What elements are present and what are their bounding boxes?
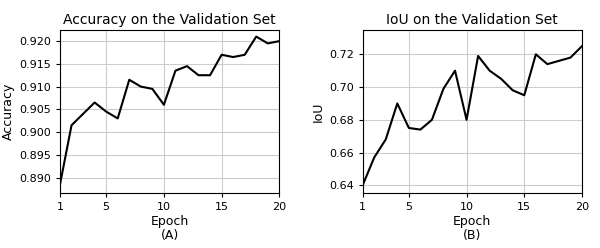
X-axis label: Epoch: Epoch xyxy=(151,215,189,228)
Y-axis label: IoU: IoU xyxy=(311,101,325,122)
Y-axis label: Accuracy: Accuracy xyxy=(2,83,15,140)
Text: (B): (B) xyxy=(463,229,482,243)
X-axis label: Epoch: Epoch xyxy=(453,215,491,228)
Text: (A): (A) xyxy=(161,229,179,243)
Title: IoU on the Validation Set: IoU on the Validation Set xyxy=(386,13,558,27)
Title: Accuracy on the Validation Set: Accuracy on the Validation Set xyxy=(64,13,276,27)
